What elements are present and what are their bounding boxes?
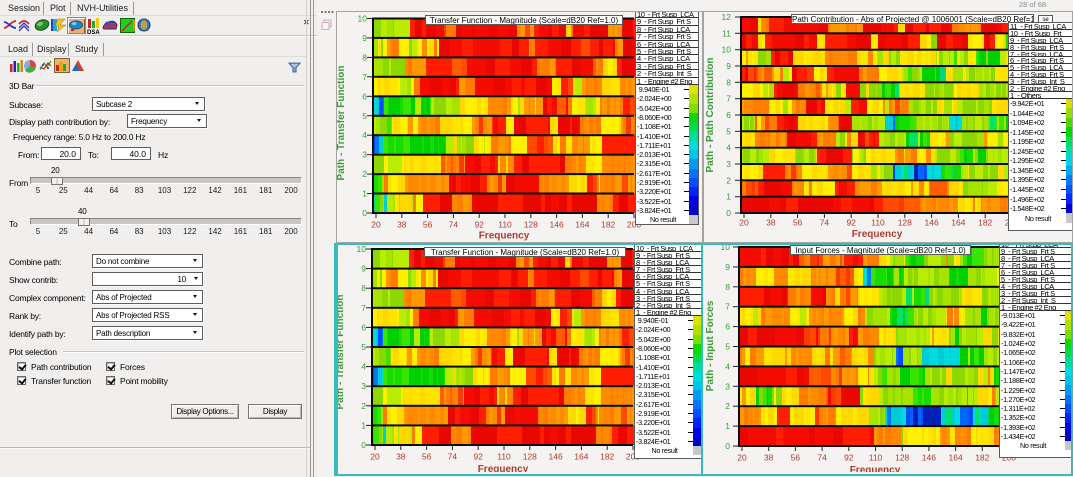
svg-text:20: 20 <box>371 220 381 230</box>
svg-text:8: 8 <box>725 282 730 292</box>
svg-text:7: 7 <box>726 94 731 104</box>
svg-text:128: 128 <box>523 452 537 462</box>
svg-text:Path - Path Contribution: Path - Path Contribution <box>705 58 716 173</box>
svg-text:0: 0 <box>726 208 731 218</box>
svg-text:8: 8 <box>726 77 731 87</box>
svg-text:200: 200 <box>626 452 640 462</box>
svg-text:4: 4 <box>362 130 367 140</box>
svg-text:2: 2 <box>361 401 366 411</box>
svg-text:Frequency: Frequency <box>479 231 530 242</box>
svg-text:110: 110 <box>869 453 883 463</box>
svg-text:12: 12 <box>722 12 732 22</box>
svg-text:1: 1 <box>726 192 731 202</box>
svg-text:92: 92 <box>474 220 484 230</box>
svg-text:38: 38 <box>766 218 776 228</box>
svg-text:2: 2 <box>725 401 730 411</box>
svg-text:DSA: DSA <box>87 30 100 35</box>
svg-text:38: 38 <box>397 220 407 230</box>
svg-text:Path - Transfer Function: Path - Transfer Function <box>337 65 347 180</box>
svg-text:10: 10 <box>358 14 368 24</box>
svg-text:5: 5 <box>726 126 731 136</box>
svg-text:2: 2 <box>362 169 367 179</box>
svg-text:0: 0 <box>361 440 366 450</box>
svg-text:3: 3 <box>362 150 367 160</box>
svg-text:3: 3 <box>726 159 731 169</box>
svg-text:164: 164 <box>574 452 588 462</box>
svg-text:146: 146 <box>550 220 564 230</box>
svg-text:146: 146 <box>925 218 939 228</box>
svg-text:1: 1 <box>362 189 367 199</box>
svg-text:20: 20 <box>739 218 749 228</box>
svg-text:6: 6 <box>362 91 367 101</box>
svg-text:146: 146 <box>549 452 563 462</box>
svg-text:4: 4 <box>726 143 731 153</box>
svg-text:0: 0 <box>725 441 730 451</box>
svg-text:10: 10 <box>721 243 731 252</box>
svg-text:164: 164 <box>575 220 589 230</box>
svg-text:56: 56 <box>791 453 801 463</box>
svg-text:6: 6 <box>726 110 731 120</box>
svg-text:Path - Transfer Function: Path - Transfer Function <box>336 294 346 409</box>
svg-text:8: 8 <box>362 52 367 62</box>
svg-text:10: 10 <box>722 45 732 55</box>
svg-text:110: 110 <box>497 452 511 462</box>
svg-text:9: 9 <box>726 61 731 71</box>
svg-text:9: 9 <box>362 33 367 43</box>
svg-text:Frequency: Frequency <box>850 465 901 472</box>
svg-text:74: 74 <box>448 452 458 462</box>
svg-text:Path - Input Forces: Path - Input Forces <box>705 300 716 391</box>
svg-text:128: 128 <box>898 218 912 228</box>
svg-text:6: 6 <box>725 322 730 332</box>
svg-text:4: 4 <box>725 361 730 371</box>
svg-text:92: 92 <box>846 218 856 228</box>
svg-text:7: 7 <box>361 303 366 313</box>
svg-text:56: 56 <box>423 220 433 230</box>
svg-text:74: 74 <box>449 220 459 230</box>
svg-text:1: 1 <box>361 420 366 430</box>
svg-text:Frequency: Frequency <box>852 229 903 240</box>
svg-text:182: 182 <box>601 220 615 230</box>
svg-text:200: 200 <box>627 220 641 230</box>
svg-text:5: 5 <box>725 342 730 352</box>
svg-text:5: 5 <box>361 342 366 352</box>
svg-text:Frequency: Frequency <box>478 464 529 472</box>
svg-text:146: 146 <box>922 453 936 463</box>
svg-text:20: 20 <box>370 452 380 462</box>
svg-text:2: 2 <box>726 175 731 185</box>
svg-text:38: 38 <box>764 453 774 463</box>
svg-text:1: 1 <box>725 421 730 431</box>
svg-text:7: 7 <box>362 72 367 82</box>
svg-text:110: 110 <box>498 220 512 230</box>
svg-text:92: 92 <box>473 452 483 462</box>
svg-text:8: 8 <box>361 283 366 293</box>
svg-text:38: 38 <box>396 452 406 462</box>
svg-text:3: 3 <box>725 381 730 391</box>
svg-text:3: 3 <box>361 381 366 391</box>
svg-text:182: 182 <box>975 453 989 463</box>
svg-text:182: 182 <box>978 218 992 228</box>
svg-text:10: 10 <box>357 244 367 254</box>
svg-text:9: 9 <box>725 262 730 272</box>
svg-text:128: 128 <box>524 220 538 230</box>
svg-text:4: 4 <box>361 362 366 372</box>
svg-text:0: 0 <box>362 208 367 218</box>
svg-text:56: 56 <box>793 218 803 228</box>
svg-text:6: 6 <box>361 322 366 332</box>
svg-text:56: 56 <box>422 452 432 462</box>
svg-text:128: 128 <box>895 453 909 463</box>
svg-text:182: 182 <box>600 452 614 462</box>
svg-text:92: 92 <box>844 453 854 463</box>
svg-text:164: 164 <box>951 218 965 228</box>
svg-text:164: 164 <box>949 453 963 463</box>
svg-text:110: 110 <box>871 218 885 228</box>
svg-text:11: 11 <box>722 28 731 38</box>
svg-text:20: 20 <box>737 453 747 463</box>
svg-text:9: 9 <box>361 264 366 274</box>
svg-text:74: 74 <box>820 218 830 228</box>
svg-text:74: 74 <box>817 453 827 463</box>
svg-text:7: 7 <box>725 302 730 312</box>
svg-text:5: 5 <box>362 111 367 121</box>
